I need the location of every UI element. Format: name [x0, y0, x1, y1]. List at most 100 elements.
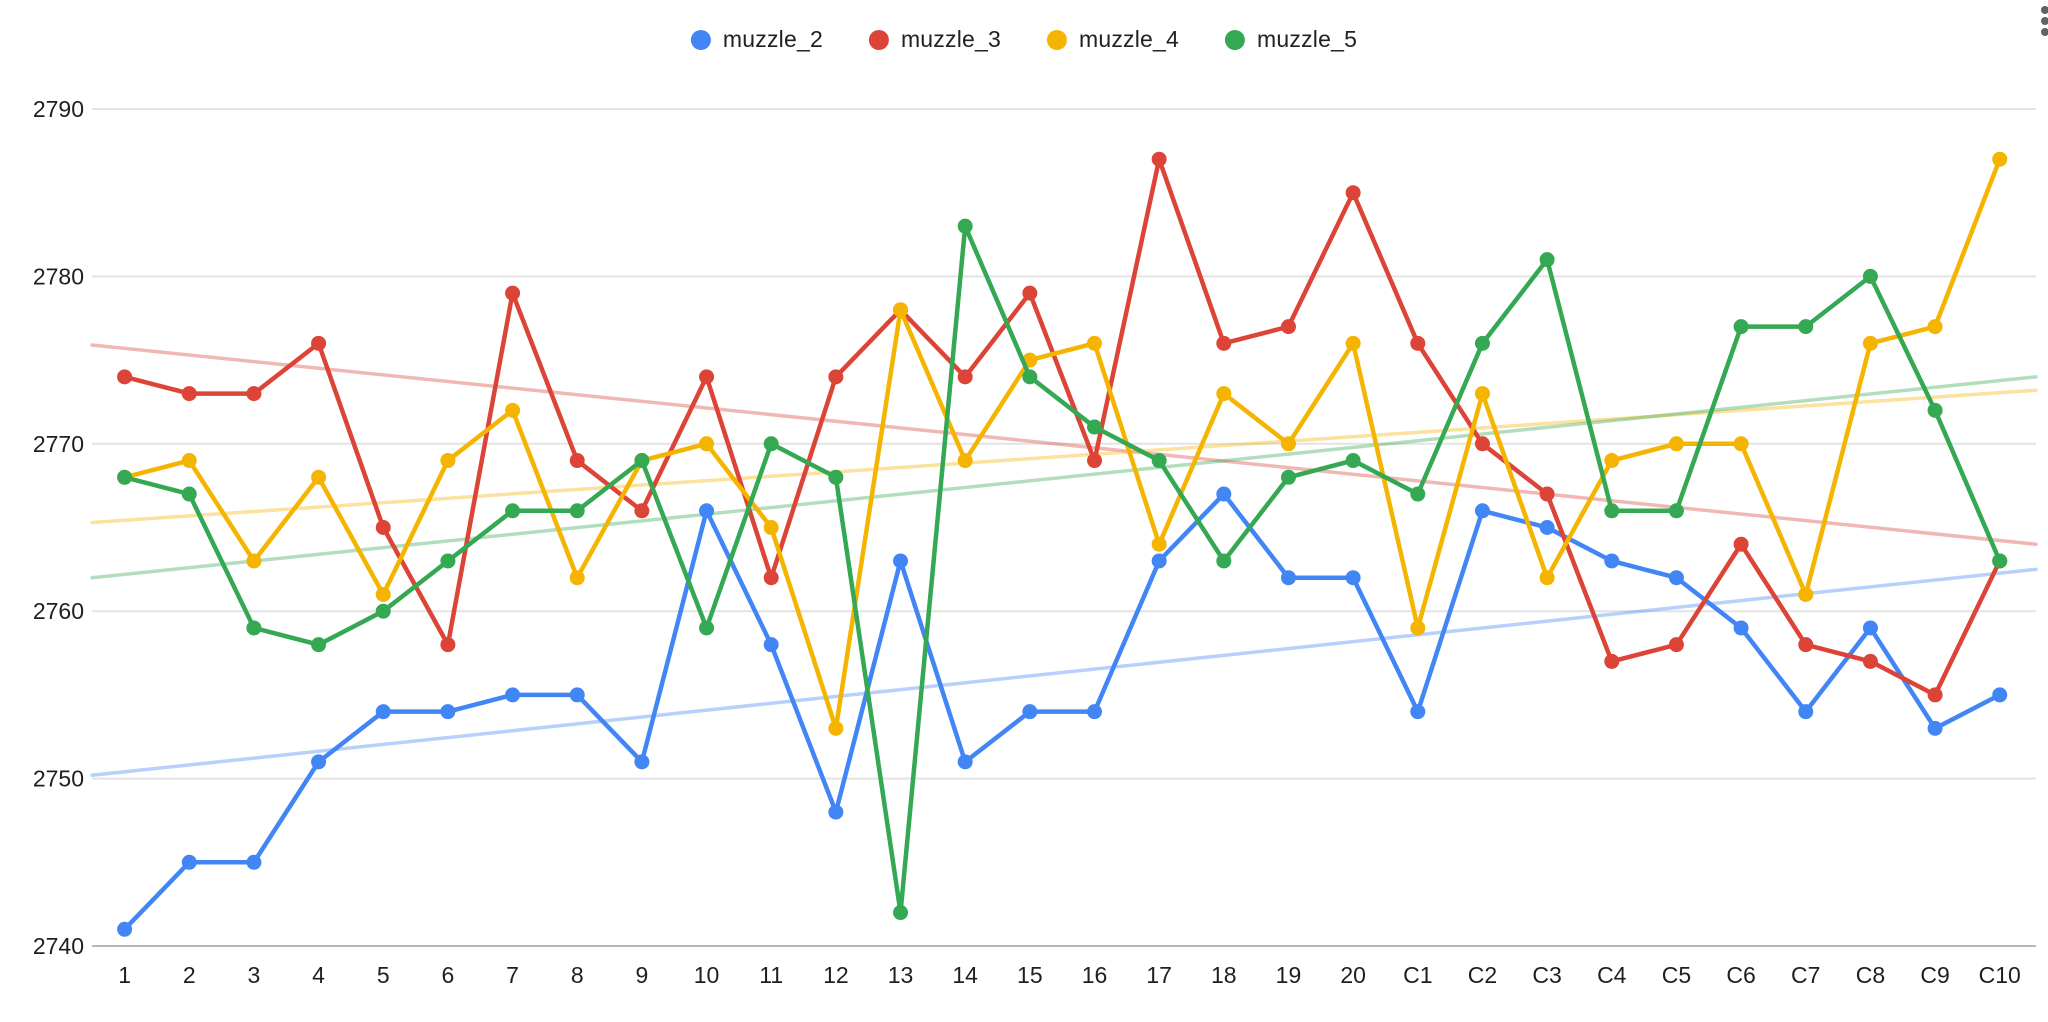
data-point-muzzle_4-18 — [1216, 386, 1232, 402]
x-axis-labels-group: 1 2 3 4 5 6 7 8 9 10 11 12 13 14 15 16 17 18 19 20 C1 C2 C3 C4 C… — [118, 962, 2021, 988]
data-point-muzzle_5-17 — [1151, 453, 1167, 469]
data-point-muzzle_3-6 — [440, 637, 456, 653]
x-axis-label: 8 — [571, 962, 584, 988]
data-point-muzzle_2-7 — [505, 687, 521, 703]
data-point-muzzle_3-14 — [957, 369, 973, 385]
data-point-muzzle_2-17 — [1151, 553, 1167, 569]
data-point-muzzle_3-11 — [763, 570, 779, 586]
data-point-muzzle_3-C9 — [1927, 687, 1943, 703]
data-point-muzzle_4-3 — [246, 553, 262, 569]
data-point-muzzle_2-15 — [1022, 704, 1038, 720]
kebab-menu-icon — [2041, 17, 2048, 25]
x-axis-label: 7 — [506, 962, 519, 988]
data-point-muzzle_3-15 — [1022, 285, 1038, 301]
data-point-muzzle_2-6 — [440, 704, 456, 720]
data-point-muzzle_4-C4 — [1604, 453, 1620, 469]
y-axis-labels-group: 2790 2780 2770 2760 2750 2740 — [33, 96, 84, 959]
data-point-muzzle_3-18 — [1216, 335, 1232, 351]
data-point-muzzle_2-C8 — [1862, 620, 1878, 636]
x-axis-label: 3 — [248, 962, 261, 988]
data-point-muzzle_2-C6 — [1733, 620, 1749, 636]
legend-item-label: muzzle_5 — [1257, 26, 1358, 52]
data-point-muzzle_5-9 — [634, 453, 650, 469]
data-point-muzzle_2-3 — [246, 854, 262, 870]
data-point-muzzle_2-C10 — [1992, 687, 2008, 703]
data-point-muzzle_2-16 — [1087, 704, 1102, 720]
chart-menu-button[interactable] — [2037, 4, 2048, 38]
data-point-muzzle_4-C9 — [1927, 319, 1943, 335]
data-point-muzzle_5-19 — [1280, 469, 1296, 485]
data-point-muzzle_3-4 — [311, 335, 327, 351]
data-point-muzzle_4-20 — [1345, 335, 1361, 351]
data-point-muzzle_5-5 — [375, 603, 391, 619]
data-point-muzzle_3-C2 — [1474, 436, 1490, 452]
data-point-muzzle_5-7 — [505, 503, 521, 519]
legend-dot-muzzle_3 — [868, 29, 889, 50]
data-point-muzzle_2-11 — [763, 637, 779, 653]
data-point-muzzle_5-C5 — [1668, 503, 1684, 519]
data-point-muzzle_5-18 — [1216, 553, 1232, 569]
data-point-muzzle_4-8 — [569, 570, 585, 586]
data-point-muzzle_5-15 — [1022, 369, 1038, 385]
legend-item-muzzle_2[interactable]: muzzle_2 — [690, 26, 823, 53]
data-point-muzzle_4-16 — [1087, 335, 1102, 351]
x-axis-label: C4 — [1597, 962, 1627, 988]
series-group — [117, 151, 2008, 937]
legend-item-muzzle_4[interactable]: muzzle_4 — [1047, 26, 1179, 53]
legend-dot-muzzle_5 — [1225, 29, 1246, 50]
data-point-muzzle_3-9 — [634, 503, 650, 519]
data-point-muzzle_4-14 — [957, 453, 973, 469]
data-point-muzzle_5-8 — [569, 503, 585, 519]
data-point-muzzle_4-19 — [1280, 436, 1296, 452]
x-axis-label: 9 — [635, 962, 648, 988]
data-point-muzzle_3-C3 — [1539, 486, 1555, 502]
y-axis-tick-label: 2750 — [33, 766, 84, 792]
data-point-muzzle_3-1 — [117, 369, 133, 385]
data-point-muzzle_5-C1 — [1410, 486, 1426, 502]
x-axis-label: 16 — [1082, 962, 1108, 988]
data-point-muzzle_5-13 — [893, 905, 909, 921]
x-axis-label: 18 — [1211, 962, 1237, 988]
data-point-muzzle_2-5 — [375, 704, 391, 720]
data-point-muzzle_4-13 — [893, 302, 909, 318]
x-axis-label: 19 — [1276, 962, 1302, 988]
x-axis-label: 12 — [823, 962, 849, 988]
data-point-muzzle_2-18 — [1216, 486, 1232, 502]
data-point-muzzle_3-C5 — [1668, 637, 1684, 653]
data-point-muzzle_4-C8 — [1862, 335, 1878, 351]
x-axis-label: C10 — [1979, 962, 2021, 988]
data-point-muzzle_5-3 — [246, 620, 262, 636]
data-point-muzzle_5-C9 — [1927, 402, 1943, 418]
data-point-muzzle_5-C7 — [1798, 319, 1814, 335]
data-point-muzzle_2-1 — [117, 921, 133, 937]
data-point-muzzle_2-C1 — [1410, 704, 1426, 720]
data-point-muzzle_3-2 — [181, 386, 197, 402]
data-point-muzzle_2-C3 — [1539, 520, 1555, 535]
data-point-muzzle_3-C6 — [1733, 536, 1749, 552]
data-point-muzzle_3-C7 — [1798, 637, 1814, 653]
data-point-muzzle_3-16 — [1087, 453, 1102, 469]
data-point-muzzle_2-13 — [893, 553, 909, 569]
x-axis-label: 10 — [694, 962, 720, 988]
legend-item-muzzle_5[interactable]: muzzle_5 — [1225, 26, 1357, 53]
data-point-muzzle_5-6 — [440, 553, 456, 569]
data-point-muzzle_4-C7 — [1798, 586, 1814, 602]
legend-item-label: muzzle_4 — [1079, 26, 1180, 52]
data-point-muzzle_5-14 — [957, 218, 973, 234]
series-line-muzzle_4 — [122, 156, 2002, 731]
data-point-muzzle_2-4 — [311, 754, 327, 770]
data-point-muzzle_4-C2 — [1474, 386, 1490, 402]
data-point-muzzle_5-C3 — [1539, 252, 1555, 268]
kebab-menu-icon — [2041, 6, 2048, 14]
data-point-muzzle_5-11 — [763, 436, 779, 452]
data-point-muzzle_5-2 — [181, 486, 197, 502]
legend-item-muzzle_3[interactable]: muzzle_3 — [868, 26, 1001, 53]
data-point-muzzle_2-20 — [1345, 570, 1361, 586]
data-point-muzzle_3-12 — [828, 369, 844, 385]
y-axis-tick-label: 2740 — [33, 933, 84, 959]
x-axis-label: 5 — [377, 962, 390, 988]
y-axis-tick-label: 2770 — [33, 431, 84, 457]
data-point-muzzle_2-C2 — [1474, 503, 1490, 519]
